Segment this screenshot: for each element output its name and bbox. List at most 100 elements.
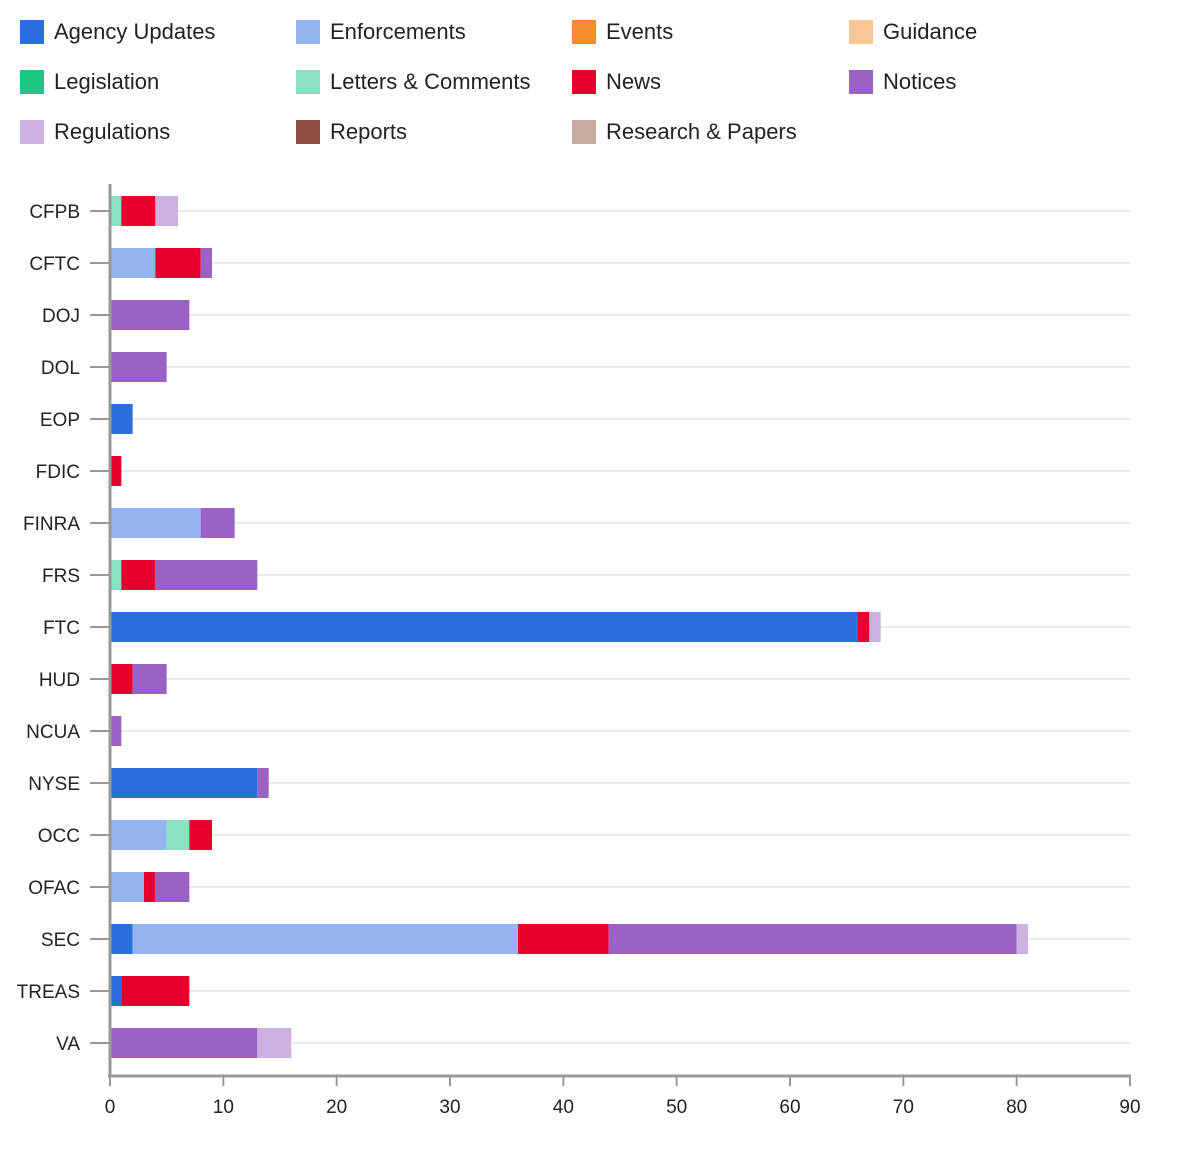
x-tick-label-60: 60 <box>779 1097 800 1118</box>
x-tick-label-0: 0 <box>105 1097 116 1118</box>
category-label-nyse: NYSE <box>28 774 80 795</box>
legend-swatch-legislation <box>20 70 44 94</box>
bar-cfpb-news[interactable] <box>121 196 156 226</box>
x-tick-label-50: 50 <box>666 1097 687 1118</box>
legend-swatch-reports <box>296 120 320 144</box>
category-label-hud: HUD <box>39 670 80 691</box>
axes <box>90 184 1131 1086</box>
bar-sec-enforcements[interactable] <box>132 924 518 954</box>
legend-label-agency-updates: Agency Updates <box>54 19 216 44</box>
legend-label-research-and-papers: Research & Papers <box>606 119 797 144</box>
legend-item-events[interactable]: Events <box>572 14 673 50</box>
bar-ftc-regulations[interactable] <box>869 612 881 642</box>
legend-swatch-notices <box>849 70 873 94</box>
bar-hud-notices[interactable] <box>132 664 167 694</box>
legend-item-regulations[interactable]: Regulations <box>20 114 170 150</box>
bar-occ-letters-and-comments[interactable] <box>166 820 190 850</box>
x-tick-label-90: 90 <box>1119 1097 1140 1118</box>
x-tick-label-70: 70 <box>893 1097 914 1118</box>
legend-label-events: Events <box>606 19 674 44</box>
bar-hud-news[interactable] <box>110 664 133 694</box>
bar-cfpb-letters-and-comments[interactable] <box>110 196 122 226</box>
x-tick-label-10: 10 <box>213 1097 234 1118</box>
bar-sec-regulations[interactable] <box>1016 924 1028 954</box>
legend-item-letters-and-comments[interactable]: Letters & Comments <box>296 64 531 100</box>
legend-swatch-research-and-papers <box>572 120 596 144</box>
bar-dol-notices[interactable] <box>110 352 167 382</box>
legend-swatch-agency-updates <box>20 20 44 44</box>
bar-cftc-news[interactable] <box>155 248 201 278</box>
category-label-ncua: NCUA <box>26 722 80 743</box>
bar-eop-agency-updates[interactable] <box>110 404 133 434</box>
category-label-cfpb: CFPB <box>29 202 80 223</box>
legend-item-agency-updates[interactable]: Agency Updates <box>20 14 215 50</box>
bars <box>110 196 1028 1058</box>
legend-swatch-news <box>572 70 596 94</box>
bar-cftc-notices[interactable] <box>200 248 212 278</box>
legend-label-reports: Reports <box>330 119 408 144</box>
legend-label-legislation: Legislation <box>54 69 160 94</box>
bar-ncua-notices[interactable] <box>110 716 122 746</box>
category-label-va: VA <box>56 1034 80 1055</box>
x-tick-label-30: 30 <box>439 1097 460 1118</box>
bar-cftc-enforcements[interactable] <box>110 248 156 278</box>
legend-item-guidance[interactable]: Guidance <box>849 14 977 50</box>
legend-label-guidance: Guidance <box>883 19 978 44</box>
legend-swatch-guidance <box>849 20 873 44</box>
category-label-dol: DOL <box>41 358 80 379</box>
labels: CFPB CFTC DOJ DOL EOP FDIC FINRA FRS FTC HUD NCUA N… <box>17 202 1141 1118</box>
category-label-fdic: FDIC <box>36 462 80 483</box>
bar-occ-enforcements[interactable] <box>110 820 167 850</box>
category-label-treas: TREAS <box>17 982 80 1003</box>
bar-sec-agency-updates[interactable] <box>110 924 133 954</box>
x-tick-label-20: 20 <box>326 1097 347 1118</box>
bar-nyse-notices[interactable] <box>257 768 269 798</box>
bar-ofac-enforcements[interactable] <box>110 872 144 902</box>
category-label-frs: FRS <box>42 566 80 587</box>
legend-label-letters-and-comments: Letters & Comments <box>330 69 531 94</box>
category-label-ftc: FTC <box>43 618 80 639</box>
bar-nyse-agency-updates[interactable] <box>110 768 258 798</box>
legend-item-legislation[interactable]: Legislation <box>20 64 159 100</box>
bar-ofac-notices[interactable] <box>155 872 190 902</box>
bar-ftc-agency-updates[interactable] <box>110 612 858 642</box>
bar-sec-notices[interactable] <box>608 924 1017 954</box>
bar-va-regulations[interactable] <box>257 1028 292 1058</box>
bar-doj-notices[interactable] <box>110 300 190 330</box>
legend-label-enforcements: Enforcements <box>330 19 466 44</box>
bar-frs-notices[interactable] <box>155 560 258 590</box>
legend-swatch-events <box>572 20 596 44</box>
legend-item-research-and-papers[interactable]: Research & Papers <box>572 114 797 150</box>
legend-swatch-regulations <box>20 120 44 144</box>
bar-sec-news[interactable] <box>518 924 609 954</box>
bar-ofac-news[interactable] <box>144 872 156 902</box>
bar-fdic-news[interactable] <box>110 456 122 486</box>
legend-item-enforcements[interactable]: Enforcements <box>296 14 466 50</box>
bar-cfpb-regulations[interactable] <box>155 196 178 226</box>
x-tick-label-80: 80 <box>1006 1097 1027 1118</box>
legend-label-notices: Notices <box>883 69 957 94</box>
bar-occ-news[interactable] <box>189 820 212 850</box>
legend-label-regulations: Regulations <box>54 119 171 144</box>
legend-item-news[interactable]: News <box>572 64 661 100</box>
bar-frs-letters-and-comments[interactable] <box>110 560 122 590</box>
category-label-finra: FINRA <box>23 514 80 535</box>
bar-finra-enforcements[interactable] <box>110 508 201 538</box>
category-label-ofac: OFAC <box>28 878 80 899</box>
bar-ftc-news[interactable] <box>858 612 870 642</box>
bar-treas-agency-updates[interactable] <box>110 976 122 1006</box>
legend-swatch-letters-and-comments <box>296 70 320 94</box>
chart-legend: Agency Updates Enforcements Events Guidance… <box>20 14 1200 164</box>
category-label-eop: EOP <box>40 410 80 431</box>
legend-swatch-enforcements <box>296 20 320 44</box>
category-label-sec: SEC <box>41 930 80 951</box>
legend-item-reports[interactable]: Reports <box>296 114 407 150</box>
legend-item-notices[interactable]: Notices <box>849 64 956 100</box>
bar-finra-notices[interactable] <box>200 508 235 538</box>
bar-frs-news[interactable] <box>121 560 156 590</box>
category-label-doj: DOJ <box>42 306 80 327</box>
category-label-cftc: CFTC <box>29 254 80 275</box>
bar-va-notices[interactable] <box>110 1028 258 1058</box>
bar-treas-news[interactable] <box>121 976 190 1006</box>
